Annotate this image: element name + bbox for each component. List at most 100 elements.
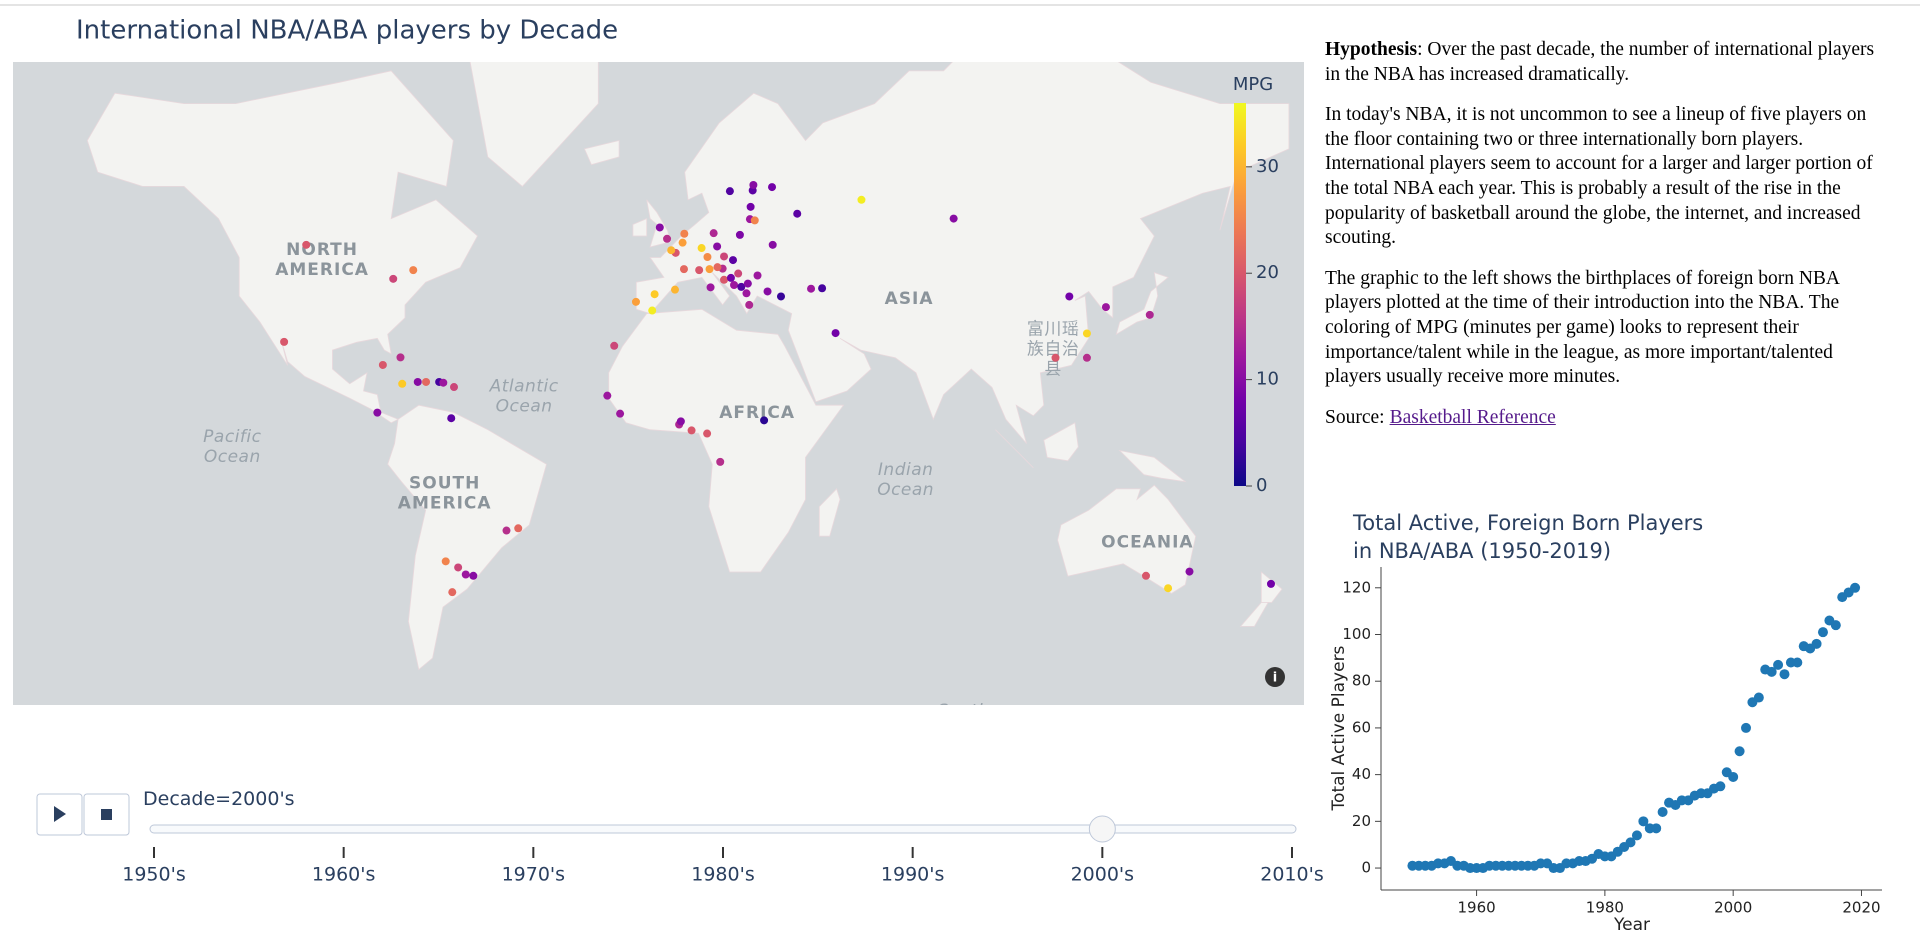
player-point[interactable] bbox=[1101, 303, 1110, 312]
player-point[interactable] bbox=[705, 265, 714, 274]
player-point[interactable] bbox=[389, 274, 398, 283]
player-point[interactable] bbox=[450, 383, 459, 392]
player-point[interactable] bbox=[753, 271, 762, 280]
player-point[interactable] bbox=[409, 266, 418, 275]
player-point[interactable] bbox=[502, 526, 511, 535]
player-point[interactable] bbox=[807, 284, 816, 293]
slider-step-label[interactable]: 1950's bbox=[122, 864, 185, 886]
slider-step-label[interactable]: 1960's bbox=[312, 864, 375, 886]
player-point[interactable] bbox=[648, 306, 657, 315]
player-point[interactable] bbox=[378, 360, 387, 369]
player-point[interactable] bbox=[447, 414, 456, 423]
player-point[interactable] bbox=[461, 570, 470, 579]
player-point[interactable] bbox=[716, 457, 725, 466]
player-point[interactable] bbox=[706, 283, 715, 292]
land bbox=[995, 429, 1034, 469]
player-point[interactable] bbox=[454, 563, 463, 572]
player-point[interactable] bbox=[749, 180, 758, 189]
player-point[interactable] bbox=[448, 588, 457, 597]
player-point[interactable] bbox=[469, 571, 478, 580]
player-point[interactable] bbox=[746, 202, 755, 211]
player-point[interactable] bbox=[616, 409, 625, 418]
player-point[interactable] bbox=[949, 214, 958, 223]
player-point[interactable] bbox=[373, 408, 382, 417]
player-point[interactable] bbox=[1065, 292, 1074, 301]
slider-step-label[interactable]: 2010's bbox=[1260, 864, 1323, 886]
player-point[interactable] bbox=[610, 341, 619, 350]
player-point[interactable] bbox=[818, 284, 827, 293]
map-label-line: NORTH bbox=[286, 240, 358, 260]
player-point[interactable] bbox=[703, 253, 712, 262]
player-point[interactable] bbox=[768, 240, 777, 249]
player-point[interactable] bbox=[413, 377, 422, 386]
player-point[interactable] bbox=[603, 391, 612, 400]
player-point[interactable] bbox=[720, 275, 729, 284]
slider-step-label[interactable]: 1970's bbox=[502, 864, 565, 886]
slider-handle[interactable] bbox=[1088, 815, 1116, 843]
player-point[interactable] bbox=[697, 244, 706, 253]
slider-step-label[interactable]: 2000's bbox=[1071, 864, 1134, 886]
map-label-line: AMERICA bbox=[275, 260, 369, 280]
player-point[interactable] bbox=[713, 242, 722, 251]
player-point[interactable] bbox=[729, 256, 738, 265]
player-point[interactable] bbox=[655, 223, 664, 232]
player-point[interactable] bbox=[1185, 567, 1194, 576]
player-point[interactable] bbox=[687, 426, 696, 435]
player-point[interactable] bbox=[441, 557, 450, 566]
player-point[interactable] bbox=[750, 216, 759, 225]
player-point[interactable] bbox=[745, 300, 754, 309]
x-tick-label: 2000 bbox=[1714, 899, 1752, 917]
map-label-line: ASIA bbox=[885, 289, 934, 309]
player-point[interactable] bbox=[422, 377, 431, 386]
player-point[interactable] bbox=[857, 195, 866, 204]
player-point[interactable] bbox=[678, 238, 687, 247]
player-point[interactable] bbox=[514, 524, 523, 533]
player-point[interactable] bbox=[695, 266, 704, 275]
player-point[interactable] bbox=[713, 263, 722, 272]
player-point[interactable] bbox=[1082, 329, 1091, 338]
player-point[interactable] bbox=[1266, 579, 1275, 588]
player-point[interactable] bbox=[720, 252, 729, 261]
player-point[interactable] bbox=[1141, 571, 1150, 580]
player-point[interactable] bbox=[1082, 353, 1091, 362]
player-point[interactable] bbox=[734, 269, 743, 278]
player-point[interactable] bbox=[768, 183, 777, 192]
slider-step-label[interactable]: 1990's bbox=[881, 864, 944, 886]
player-point[interactable] bbox=[663, 234, 672, 243]
player-point[interactable] bbox=[831, 329, 840, 338]
player-point[interactable] bbox=[650, 290, 659, 299]
player-point[interactable] bbox=[743, 279, 752, 288]
point bbox=[1734, 746, 1745, 757]
player-point[interactable] bbox=[735, 230, 744, 239]
player-point[interactable] bbox=[763, 287, 772, 296]
player-point[interactable] bbox=[676, 417, 685, 426]
player-point[interactable] bbox=[1164, 584, 1173, 593]
player-point[interactable] bbox=[742, 289, 751, 298]
player-point[interactable] bbox=[1051, 353, 1060, 362]
player-point[interactable] bbox=[302, 240, 311, 249]
y-tick-label: 20 bbox=[1352, 812, 1371, 830]
player-point[interactable] bbox=[777, 292, 786, 301]
player-point[interactable] bbox=[725, 187, 734, 196]
player-point[interactable] bbox=[1145, 310, 1154, 319]
player-point[interactable] bbox=[679, 265, 688, 274]
player-point[interactable] bbox=[439, 378, 448, 387]
player-point[interactable] bbox=[730, 281, 739, 290]
player-point[interactable] bbox=[670, 285, 679, 294]
player-point[interactable] bbox=[396, 353, 405, 362]
player-point[interactable] bbox=[760, 416, 769, 425]
player-point[interactable] bbox=[398, 379, 407, 388]
player-point[interactable] bbox=[667, 246, 676, 255]
hypothesis-label: Hypothesis bbox=[1325, 39, 1418, 60]
player-point[interactable] bbox=[726, 273, 735, 282]
player-point[interactable] bbox=[280, 337, 289, 346]
player-point[interactable] bbox=[631, 297, 640, 306]
player-point[interactable] bbox=[793, 209, 802, 218]
slider-step-label[interactable]: 1980's bbox=[691, 864, 754, 886]
player-point[interactable] bbox=[709, 229, 718, 238]
info-icon[interactable] bbox=[1265, 667, 1285, 687]
player-point[interactable] bbox=[680, 229, 689, 238]
player-point[interactable] bbox=[703, 429, 712, 438]
source-link[interactable]: Basketball Reference bbox=[1389, 406, 1556, 428]
player-point[interactable] bbox=[737, 282, 746, 291]
